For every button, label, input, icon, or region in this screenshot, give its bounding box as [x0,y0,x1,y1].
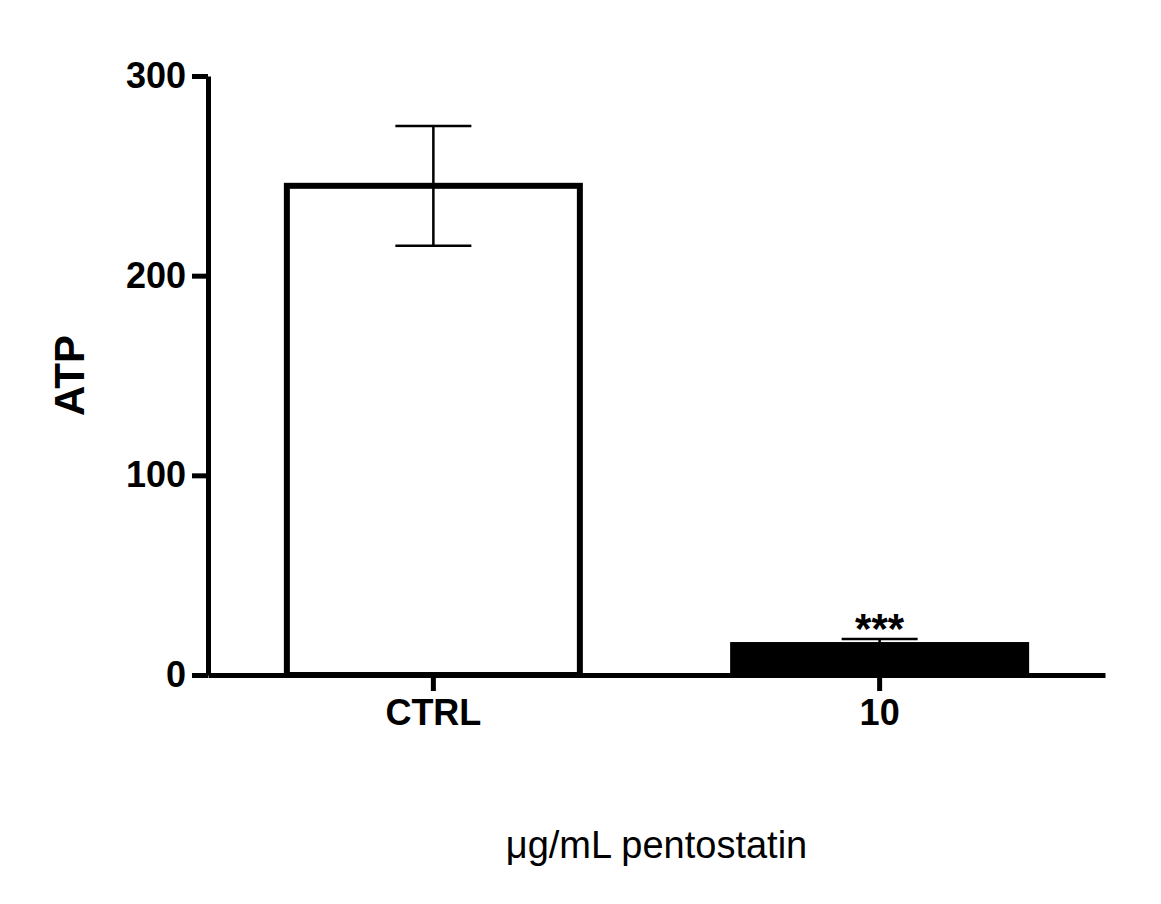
y-axis: 0 100 200 300 [126,55,209,695]
x-axis-line [209,673,1106,678]
plot-area [287,126,1026,675]
y-tick: 300 [126,55,208,96]
error-bar-stem [432,126,435,246]
y-tick-mark [192,274,208,279]
error-bar [395,126,471,246]
y-tick: 200 [126,255,208,296]
y-tick-mark [192,74,208,79]
x-tick-mark [431,675,436,691]
y-tick-label: 300 [126,55,186,96]
significance-label: *** [855,605,905,652]
x-axis-title: μg/mL pentostatin [506,824,807,866]
y-tick-mark [192,473,208,478]
y-tick: 100 [126,454,208,495]
bar [287,186,580,675]
y-axis-title: ATP [46,335,93,416]
x-tick-label: 10 [860,692,900,733]
y-tick: 0 [166,654,208,695]
y-tick-mark [192,673,208,678]
error-bar-cap [395,244,471,247]
x-tick-mark [877,675,882,691]
y-tick-label: 0 [166,654,186,695]
x-tick-label: CTRL [385,692,481,733]
x-tick: CTRL [385,675,481,733]
y-tick-label: 100 [126,454,186,495]
error-bar-cap [395,125,471,128]
y-tick-label: 200 [126,255,186,296]
x-tick: 10 [860,675,900,733]
y-axis-line [206,77,211,676]
x-axis: CTRL 10 [209,675,1106,733]
chart: 0 100 200 300 CTRL 10 ATP μg/mL pentostatin *** [0,0,1161,904]
